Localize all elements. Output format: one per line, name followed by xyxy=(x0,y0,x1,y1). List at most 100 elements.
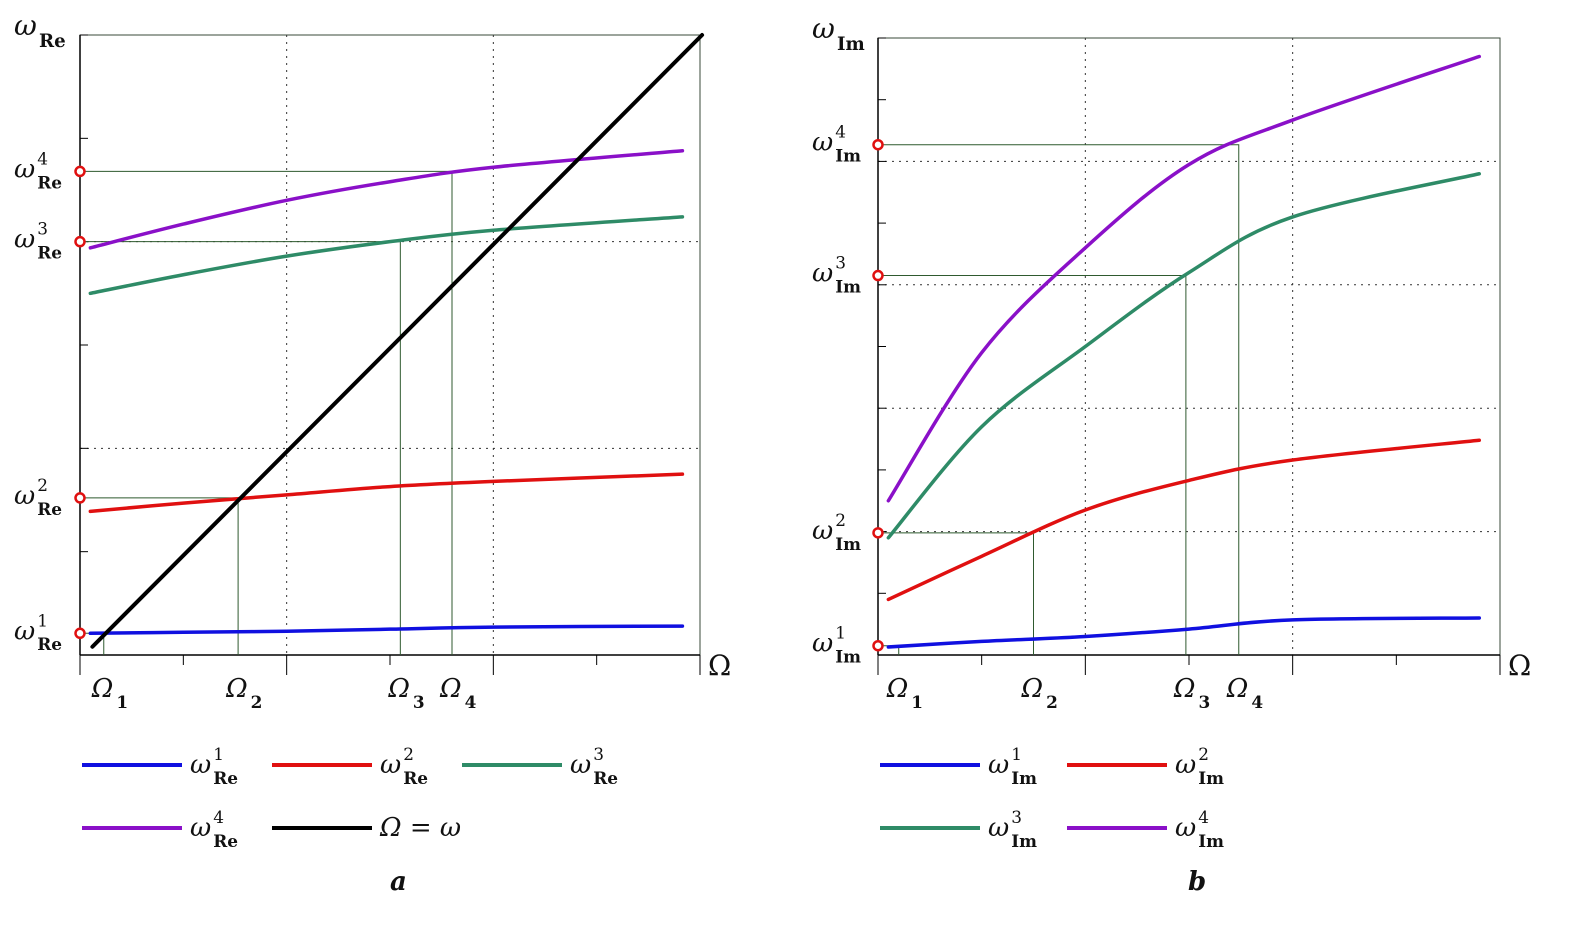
x-axis-label: Ω xyxy=(708,649,731,682)
guide-line xyxy=(80,170,453,655)
label-subscript: 3 xyxy=(413,692,425,712)
label-base: ω xyxy=(14,616,35,646)
label-subscript: Re xyxy=(213,768,238,788)
label-subscript: Im xyxy=(837,34,865,55)
y-axis-label: ω Im xyxy=(812,12,865,55)
label-superscript: 2 xyxy=(37,475,48,495)
label-subscript: Im xyxy=(835,146,861,166)
label-superscript: 2 xyxy=(403,744,414,764)
legend-item: ω 4 Re xyxy=(82,807,238,851)
label-base: ω xyxy=(570,750,591,780)
series-line-Ω = ω xyxy=(90,33,705,649)
label-superscript: 3 xyxy=(1011,807,1022,827)
y-marker-label: ω 1 Re xyxy=(14,610,62,654)
label-subscript: 4 xyxy=(1251,692,1263,712)
label-base: ω xyxy=(812,629,833,659)
label-subscript: 2 xyxy=(251,692,263,712)
label-subscript: Re xyxy=(37,634,62,654)
label-subscript: Re xyxy=(39,31,66,52)
eigenvalue-marker xyxy=(872,269,884,282)
panel-caption: b xyxy=(1188,867,1206,897)
label-subscript: Re xyxy=(213,831,238,851)
label-base: ω xyxy=(190,750,211,780)
legend-label: ω 2 Re xyxy=(380,744,428,788)
label-superscript: 3 xyxy=(593,744,604,764)
legend-item: Ω = ω xyxy=(272,813,461,843)
y-marker-label: ω 3 Re xyxy=(14,219,62,263)
guide-line xyxy=(80,241,401,655)
legend-label: ω 2 Im xyxy=(1175,744,1224,788)
label-base: Ω xyxy=(225,674,248,704)
label-subscript: Re xyxy=(37,172,62,192)
label-superscript: 2 xyxy=(835,510,846,530)
label-base: ω xyxy=(1175,813,1196,843)
y-marker-label: ω 4 Re xyxy=(14,148,62,192)
label-base: ω xyxy=(812,128,833,158)
label-base: Ω = ω xyxy=(379,813,461,843)
label-superscript: 4 xyxy=(835,122,846,142)
label-base: ω xyxy=(14,154,35,184)
label-subscript: 4 xyxy=(465,692,477,712)
label-subscript: Re xyxy=(593,768,618,788)
label-superscript: 4 xyxy=(1198,807,1209,827)
label-base: ω xyxy=(812,259,833,289)
label-base: ω xyxy=(988,813,1009,843)
label-base: ω xyxy=(1175,750,1196,780)
eigenvalue-marker xyxy=(74,165,86,178)
label-subscript: 2 xyxy=(1046,692,1058,712)
guide-line xyxy=(878,144,1240,655)
label-subscript: Im xyxy=(835,276,861,296)
label-subscript: Im xyxy=(1011,768,1037,788)
panel-caption: a xyxy=(390,867,407,897)
label-base: ω xyxy=(14,225,35,255)
label-subscript: Re xyxy=(37,243,62,263)
eigenvalue-marker xyxy=(872,138,884,151)
series-line-ω3Re xyxy=(88,215,685,296)
series-line-ω1Im xyxy=(886,616,1482,649)
label-subscript: Im xyxy=(835,647,861,667)
eigenvalue-marker xyxy=(872,527,884,539)
legend-item: ω 2 Im xyxy=(1067,744,1224,788)
legend-label: ω 1 Im xyxy=(988,744,1037,788)
label-subscript: 3 xyxy=(1198,692,1210,712)
label-superscript: 4 xyxy=(213,807,224,827)
label-superscript: 1 xyxy=(1011,744,1022,764)
legend-label: ω 1 Re xyxy=(190,744,238,788)
label-base: ω xyxy=(988,750,1009,780)
legend-item: ω 1 Im xyxy=(880,744,1037,788)
y-marker-label: ω 3 Im xyxy=(812,253,861,297)
label-superscript: 4 xyxy=(37,148,48,168)
y-marker-label: ω 2 Re xyxy=(14,475,62,519)
eigenvalue-marker xyxy=(74,627,86,640)
series-line-ω1Re xyxy=(88,624,685,636)
label-base: Ω xyxy=(91,674,114,704)
series-line-ω4Re xyxy=(88,148,685,250)
legend-label: Ω = ω xyxy=(379,813,461,843)
label-subscript: 1 xyxy=(911,692,923,712)
eigenvalue-marker xyxy=(872,639,884,652)
label-superscript: 2 xyxy=(1198,744,1209,764)
label-superscript: 1 xyxy=(37,610,48,630)
x-axis-label: Ω xyxy=(1508,649,1531,682)
eigenvalue-marker xyxy=(74,235,86,248)
label-superscript: 1 xyxy=(835,623,846,643)
label-base: ω xyxy=(812,12,835,45)
series-line-ω2Im xyxy=(886,438,1482,602)
series-line-ω4Im xyxy=(886,54,1482,503)
label-base: ω xyxy=(14,9,37,42)
label-base: Ω xyxy=(886,674,909,704)
label-base: Ω xyxy=(439,674,462,704)
label-subscript: Re xyxy=(403,768,428,788)
label-base: Ω xyxy=(387,674,410,704)
